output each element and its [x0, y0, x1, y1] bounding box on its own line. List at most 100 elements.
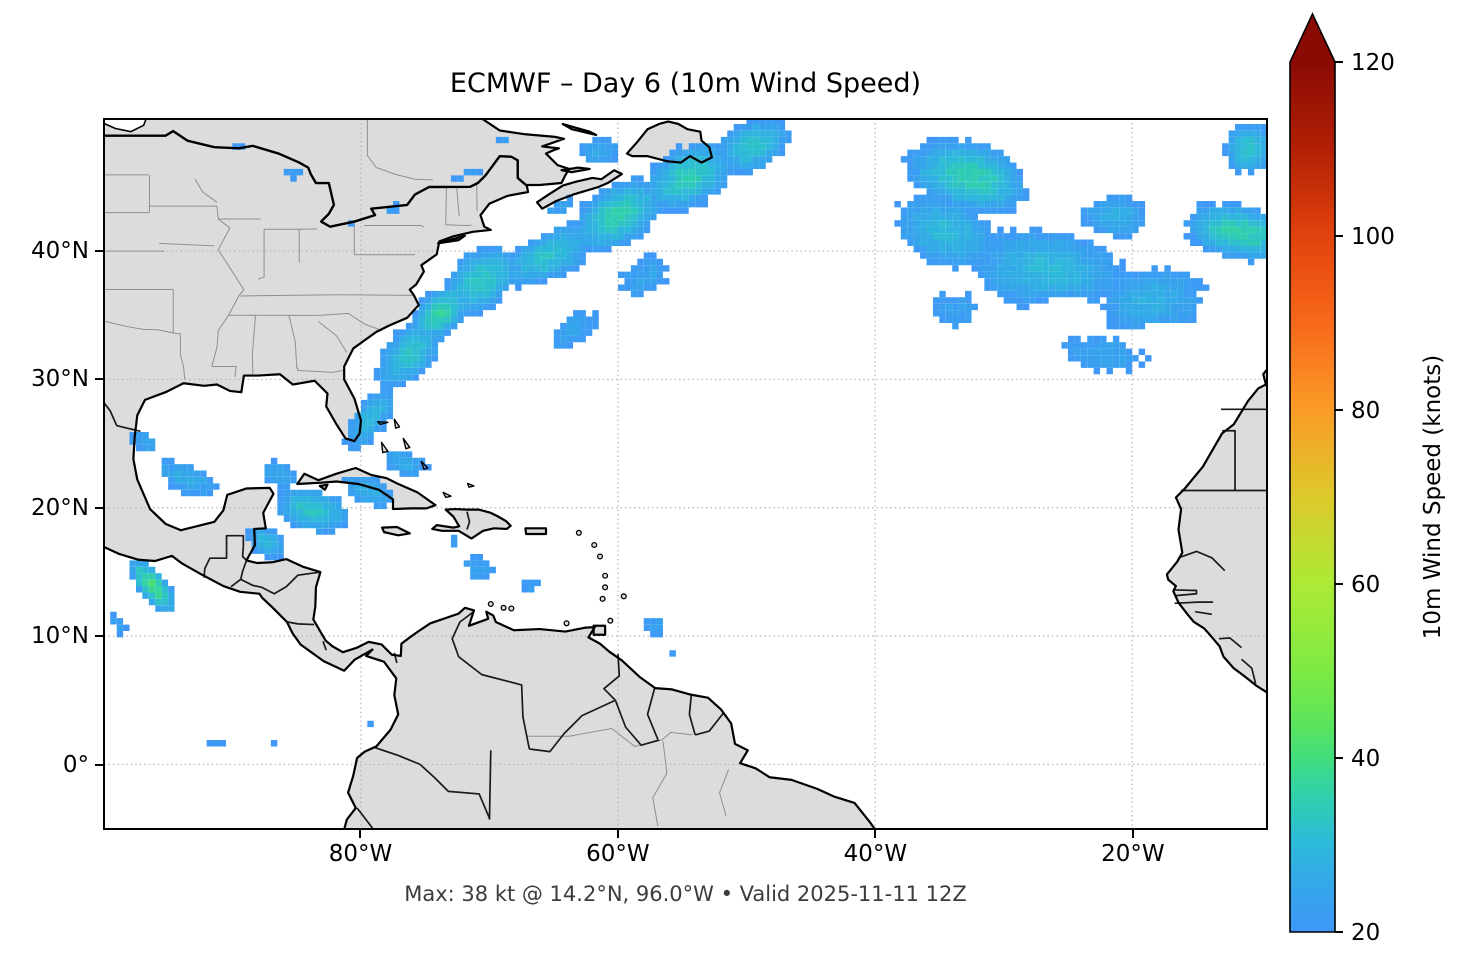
coastline-bahamas — [420, 460, 429, 470]
country-border-layer — [105, 402, 1266, 828]
land-layer — [105, 120, 1266, 828]
us-canada-border — [105, 129, 528, 228]
colorbar-tick-label: 20 — [1351, 920, 1380, 946]
y-tick-label: 0° — [62, 751, 89, 778]
y-tick-mark — [95, 763, 103, 766]
state-border — [251, 315, 257, 376]
state-border — [296, 366, 343, 373]
wind-cells-37kt — [142, 579, 162, 593]
island-lesser-antilles — [602, 584, 608, 590]
country-border — [529, 699, 616, 753]
state-border — [445, 186, 447, 225]
coastline-bahamas — [376, 421, 389, 426]
country-border — [287, 621, 315, 626]
colorbar-tick-label: 40 — [1351, 746, 1380, 772]
country-border — [419, 763, 491, 819]
lake-winnipeg — [105, 120, 147, 133]
map-svg — [105, 120, 1266, 828]
colorbar-tick-label: 120 — [1351, 50, 1395, 76]
island-lesser-antilles — [488, 601, 494, 607]
coastline-antilles — [575, 529, 582, 536]
coastline-antilles — [596, 553, 604, 560]
coastline-antilles — [487, 600, 494, 608]
x-tick-mark — [874, 830, 877, 838]
coastline-antilles — [602, 572, 609, 579]
y-tick-mark — [95, 378, 103, 381]
coastline-antilles — [591, 541, 598, 549]
island-lesser-antilles — [591, 542, 597, 548]
coastline-antilles — [599, 595, 606, 602]
country-border — [322, 640, 328, 651]
island-trinidad — [593, 625, 606, 635]
coastline-bahamas — [380, 441, 389, 454]
coastline — [535, 169, 623, 210]
x-tick-mark — [1131, 830, 1134, 838]
landmass-americas — [105, 120, 875, 828]
island-lesser-antilles — [576, 530, 582, 536]
country-border — [1174, 589, 1198, 597]
state-border — [228, 312, 380, 330]
x-tick-label: 80°W — [328, 841, 393, 867]
country-border — [241, 546, 248, 561]
state-border — [211, 206, 245, 367]
coastline — [296, 466, 437, 511]
country-border — [356, 807, 374, 828]
country-border — [230, 578, 242, 588]
island-cuba — [297, 468, 436, 510]
coastline-antilles — [620, 593, 627, 600]
y-tick-mark — [95, 506, 103, 509]
colorbar-tick-label: 80 — [1351, 398, 1380, 424]
x-tick-label: 60°W — [586, 841, 650, 867]
coastline-bahamas — [442, 491, 452, 499]
wind-raster-layer — [110, 120, 1266, 747]
country-border — [451, 611, 531, 750]
country-border — [466, 511, 471, 530]
country-border — [694, 712, 725, 736]
country-border — [1178, 550, 1226, 572]
state-border — [719, 769, 730, 816]
country-border — [646, 687, 659, 740]
wind-cells-25kt — [129, 123, 1266, 606]
state-border — [366, 120, 433, 181]
coastline — [625, 120, 713, 164]
coastline-layer — [105, 120, 1266, 828]
country-border — [239, 560, 248, 580]
x-tick-mark — [359, 830, 362, 838]
country-border — [1218, 637, 1243, 649]
country-border — [203, 534, 245, 578]
y-tick-label: 10°N — [31, 623, 89, 650]
country-border — [688, 695, 697, 736]
country-border — [105, 402, 141, 433]
coastline — [1165, 368, 1266, 694]
island-lesser-antilles — [508, 606, 514, 611]
coastline — [431, 507, 512, 540]
coastline — [592, 624, 607, 636]
coastline-antilles — [508, 605, 515, 612]
coastline — [105, 120, 876, 828]
coastline — [560, 166, 591, 174]
country-border — [1174, 601, 1214, 605]
wind-cells-41kt — [148, 579, 156, 587]
state-border-layer — [105, 120, 730, 827]
figure-title: ECMWF – Day 6 (10m Wind Speed) — [449, 68, 922, 99]
colorbar-axis-label: 10m Wind Speed (knots) — [1420, 355, 1446, 639]
state-border — [194, 178, 218, 203]
state-border — [652, 741, 668, 827]
x-tick-label: 20°W — [1101, 841, 1165, 867]
state-border — [174, 332, 186, 380]
colorbar-gradient-bar — [1289, 12, 1336, 933]
coastline — [561, 122, 598, 137]
lake-layer — [105, 120, 147, 133]
y-tick-label: 40°N — [31, 237, 89, 264]
coastline-antilles — [500, 604, 507, 611]
country-border — [1195, 610, 1212, 616]
y-tick-label: 20°N — [31, 494, 89, 521]
country-border — [488, 750, 492, 820]
colorbar: 20 40 60 80 100 120 10m Wind Speed (knots) — [1289, 12, 1446, 946]
state-border — [105, 320, 175, 334]
state-border — [456, 186, 460, 217]
state-border — [318, 321, 348, 353]
coastline-bahamas — [466, 482, 475, 488]
coastline-antilles — [607, 617, 614, 624]
state-border — [159, 242, 215, 247]
